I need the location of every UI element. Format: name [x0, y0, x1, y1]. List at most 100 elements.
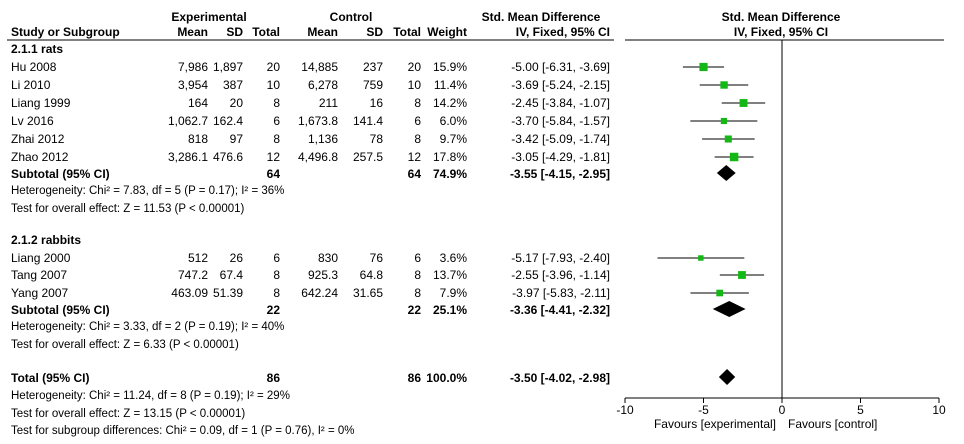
- cell-ci: -5.00 [-6.31, -3.69]: [511, 60, 610, 74]
- effect-marker: [699, 62, 708, 72]
- study-name: Zhai 2012: [11, 132, 65, 146]
- cell-ci: -3.70 [-5.84, -1.57]: [511, 114, 610, 128]
- effect-marker: [729, 152, 739, 162]
- cell-mean-ctl: 1,136: [308, 132, 338, 146]
- cell-sd-ctl: 759: [363, 78, 383, 92]
- cell-total-ctl: 6: [414, 114, 421, 128]
- summary-total-exp: 22: [267, 303, 281, 317]
- group-title: 2.1.2 rabbits: [11, 233, 81, 247]
- summary-total-ctl: 64: [408, 167, 422, 181]
- effect-marker: [716, 289, 723, 297]
- header-plot-sub: IV, Fixed, 95% CI: [734, 25, 828, 39]
- summary-total-exp: 64: [267, 167, 281, 181]
- cell-mean-exp: 512: [188, 251, 208, 265]
- header-control: Control: [330, 10, 373, 24]
- cell-total-ctl: 8: [414, 286, 421, 300]
- heterogeneity-text: Heterogeneity: Chi² = 11.24, df = 8 (P =…: [11, 390, 290, 402]
- header-study: Study or Subgroup: [11, 25, 120, 39]
- overall-effect-text: Test for overall effect: Z = 6.33 (P < 0…: [11, 339, 239, 351]
- x-tick-label: 0: [779, 403, 786, 417]
- cell-total-ctl: 8: [414, 268, 421, 282]
- summary-ci: -3.55 [-4.15, -2.95]: [510, 167, 610, 181]
- cell-weight: 9.7%: [440, 132, 468, 146]
- cell-total-ctl: 8: [414, 132, 421, 146]
- cell-mean-ctl: 642.24: [301, 286, 338, 300]
- summary-label: Subtotal (95% CI): [11, 303, 110, 317]
- cell-total-exp: 6: [273, 114, 280, 128]
- cell-ci: -3.42 [-5.09, -1.74]: [511, 132, 610, 146]
- header-mean-ctl: Mean: [307, 25, 338, 39]
- cell-weight: 7.9%: [440, 286, 468, 300]
- cell-mean-ctl: 830: [318, 251, 338, 265]
- cell-sd-exp: 67.4: [220, 268, 244, 282]
- header-total-ctl: Total: [393, 25, 421, 39]
- cell-weight: 3.6%: [440, 251, 468, 265]
- header-smd-title: Std. Mean Difference: [482, 10, 601, 24]
- favours-control-label: Favours [control]: [788, 417, 877, 431]
- cell-total-ctl: 20: [408, 60, 422, 74]
- overall-effect-text: Test for overall effect: Z = 11.53 (P < …: [11, 203, 245, 215]
- effect-marker: [698, 255, 704, 261]
- study-name: Hu 2008: [11, 60, 57, 74]
- cell-weight: 17.8%: [433, 150, 467, 164]
- cell-sd-exp: 387: [223, 78, 243, 92]
- cell-sd-exp: 1,897: [213, 60, 243, 74]
- cell-total-exp: 8: [273, 268, 280, 282]
- study-name: Lv 2016: [11, 114, 54, 128]
- x-tick-label: 5: [857, 403, 864, 417]
- cell-total-exp: 10: [267, 78, 281, 92]
- header-sd-ctl: SD: [366, 25, 383, 39]
- cell-sd-exp: 97: [230, 132, 244, 146]
- study-name: Tang 2007: [11, 268, 67, 282]
- plot-area: -10 -5 0 5 10 Favours [experimental] Favours […: [616, 40, 946, 431]
- cell-mean-ctl: 6,278: [308, 78, 338, 92]
- effect-marker: [720, 117, 728, 125]
- favours-experimental-label: Favours [experimental]: [654, 417, 776, 431]
- cell-mean-exp: 463.09: [171, 286, 208, 300]
- cell-total-exp: 8: [273, 132, 280, 146]
- cell-weight: 14.2%: [433, 96, 467, 110]
- summary-label: Subtotal (95% CI): [11, 167, 110, 181]
- cell-ci: -3.69 [-5.24, -2.15]: [511, 78, 610, 92]
- cell-sd-ctl: 257.5: [353, 150, 383, 164]
- summary-weight: 74.9%: [433, 167, 467, 181]
- cell-total-exp: 6: [273, 251, 280, 265]
- header-mean-exp: Mean: [177, 25, 208, 39]
- summary-diamond: [712, 301, 746, 317]
- summary-weight: 100.0%: [426, 371, 467, 385]
- cell-mean-ctl: 4,496.8: [298, 150, 338, 164]
- cell-mean-exp: 818: [188, 132, 208, 146]
- cell-weight: 13.7%: [433, 268, 467, 282]
- cell-total-exp: 12: [267, 150, 281, 164]
- x-tick-label: -10: [616, 403, 634, 417]
- summary-label: Total (95% CI): [11, 371, 89, 385]
- summary-diamond: [716, 165, 736, 181]
- header-total-exp: Total: [252, 25, 280, 39]
- cell-sd-ctl: 16: [370, 96, 384, 110]
- study-name: Liang 2000: [11, 251, 71, 265]
- header-experimental: Experimental: [171, 10, 246, 24]
- cell-sd-ctl: 237: [363, 60, 383, 74]
- study-name: Li 2010: [11, 78, 51, 92]
- subgroup-diff-text: Test for subgroup differences: Chi² = 0.…: [11, 425, 355, 437]
- cell-mean-exp: 1,062.7: [168, 114, 208, 128]
- cell-mean-exp: 747.2: [178, 268, 208, 282]
- summary-ci: -3.50 [-4.02, -2.98]: [510, 371, 610, 385]
- cell-sd-ctl: 141.4: [353, 114, 383, 128]
- cell-mean-ctl: 14,885: [301, 60, 338, 74]
- cell-sd-ctl: 31.65: [353, 286, 383, 300]
- cell-total-exp: 8: [273, 96, 280, 110]
- heterogeneity-text: Heterogeneity: Chi² = 3.33, df = 2 (P = …: [11, 321, 284, 333]
- effect-marker: [724, 135, 732, 143]
- cell-sd-exp: 20: [230, 96, 244, 110]
- effect-marker: [720, 81, 728, 89]
- header-sd-exp: SD: [226, 25, 243, 39]
- study-name: Liang 1999: [11, 96, 71, 110]
- cell-ci: -3.05 [-4.29, -1.81]: [511, 150, 610, 164]
- cell-ci: -2.55 [-3.96, -1.14]: [511, 268, 610, 282]
- cell-ci: -2.45 [-3.84, -1.07]: [511, 96, 610, 110]
- cell-total-ctl: 8: [414, 96, 421, 110]
- table-rows: 2.1.1 rats Hu 2008 7,986 1,897 20 14,885 237 20…: [11, 42, 610, 437]
- cell-sd-exp: 51.39: [213, 286, 243, 300]
- cell-sd-ctl: 76: [370, 251, 384, 265]
